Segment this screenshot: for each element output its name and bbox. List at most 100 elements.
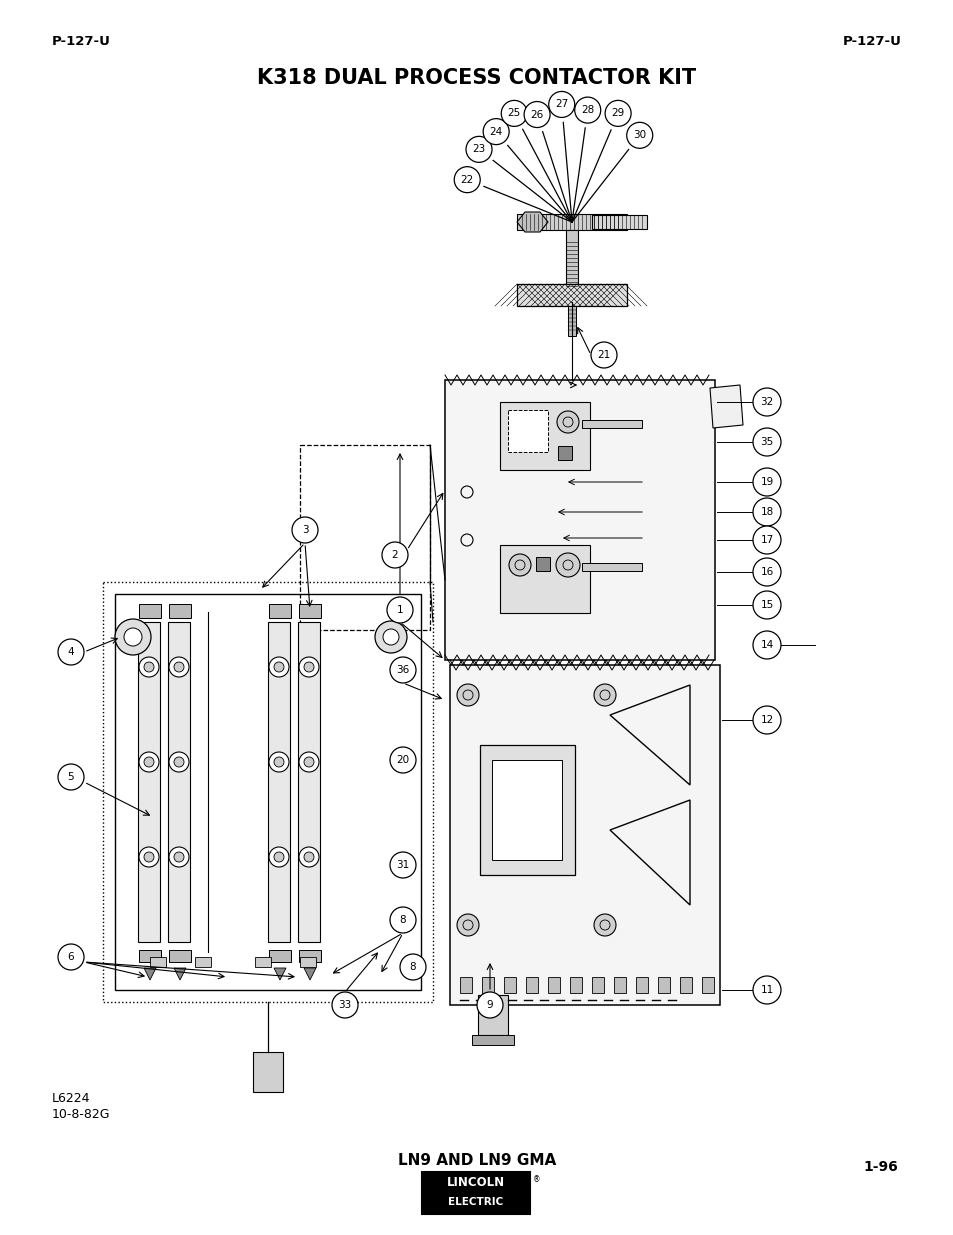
Bar (269, 950, 291, 962)
Text: 26: 26 (530, 110, 543, 120)
Polygon shape (144, 968, 156, 981)
Text: 3: 3 (301, 525, 308, 535)
Text: 19: 19 (760, 477, 773, 487)
Circle shape (375, 621, 407, 653)
Circle shape (269, 657, 289, 677)
Circle shape (465, 136, 492, 162)
Circle shape (752, 558, 781, 585)
Bar (299, 957, 315, 967)
Bar (499, 403, 589, 471)
Circle shape (298, 752, 318, 772)
Circle shape (523, 101, 550, 127)
Text: 25: 25 (507, 109, 520, 119)
Text: 2: 2 (392, 550, 398, 559)
Bar (499, 545, 589, 613)
Bar (168, 622, 190, 942)
Circle shape (454, 167, 479, 193)
Circle shape (304, 852, 314, 862)
Circle shape (124, 629, 142, 646)
Circle shape (173, 852, 184, 862)
Text: 1-96: 1-96 (862, 1160, 897, 1174)
Circle shape (332, 992, 357, 1018)
Bar (115, 594, 420, 990)
Circle shape (169, 847, 189, 867)
Bar (507, 410, 547, 452)
Bar (592, 977, 603, 993)
Circle shape (456, 684, 478, 706)
Circle shape (752, 976, 781, 1004)
Circle shape (604, 100, 631, 126)
Bar (459, 977, 472, 993)
Circle shape (752, 592, 781, 619)
Circle shape (144, 662, 153, 672)
Text: 35: 35 (760, 437, 773, 447)
Circle shape (298, 657, 318, 677)
Text: 28: 28 (580, 105, 594, 115)
Bar (581, 563, 641, 571)
Bar (298, 950, 320, 962)
Circle shape (292, 517, 317, 543)
Bar (444, 380, 714, 659)
Bar (503, 977, 516, 993)
Text: 6: 6 (68, 952, 74, 962)
Circle shape (590, 342, 617, 368)
Circle shape (482, 119, 509, 144)
Bar (253, 1052, 283, 1092)
Circle shape (752, 388, 781, 416)
Circle shape (752, 429, 781, 456)
Bar (297, 622, 319, 942)
Bar (658, 977, 669, 993)
Circle shape (574, 98, 600, 124)
Circle shape (752, 526, 781, 555)
Circle shape (626, 122, 652, 148)
Bar (150, 957, 166, 967)
Circle shape (269, 847, 289, 867)
Circle shape (387, 597, 413, 622)
Circle shape (298, 847, 318, 867)
Circle shape (304, 662, 314, 672)
Bar (525, 977, 537, 993)
Text: LN9 AND LN9 GMA: LN9 AND LN9 GMA (397, 1153, 556, 1168)
Polygon shape (517, 212, 547, 232)
Bar (492, 760, 561, 860)
Text: K318 DUAL PROCESS CONTACTOR KIT: K318 DUAL PROCESS CONTACTOR KIT (257, 68, 696, 88)
Text: 12: 12 (760, 715, 773, 725)
Bar (169, 604, 191, 618)
Text: 5: 5 (68, 772, 74, 782)
Bar (558, 446, 572, 459)
Circle shape (274, 662, 284, 672)
Bar (298, 604, 320, 618)
Bar (565, 230, 578, 285)
Bar (614, 977, 625, 993)
Bar (450, 664, 720, 1005)
Circle shape (752, 706, 781, 734)
Polygon shape (304, 968, 315, 981)
Circle shape (456, 914, 478, 936)
Circle shape (752, 631, 781, 659)
Text: 1: 1 (396, 605, 403, 615)
Bar (701, 977, 713, 993)
Circle shape (548, 91, 574, 117)
Text: P-127-U: P-127-U (52, 35, 111, 48)
Bar (517, 214, 626, 230)
Bar (479, 745, 575, 876)
Text: L6224: L6224 (52, 1092, 91, 1105)
Text: 8: 8 (399, 915, 406, 925)
Circle shape (144, 852, 153, 862)
Circle shape (58, 944, 84, 969)
Bar (139, 604, 161, 618)
Text: 22: 22 (460, 174, 474, 185)
Bar (481, 977, 494, 993)
Circle shape (304, 757, 314, 767)
Circle shape (139, 657, 159, 677)
Circle shape (500, 100, 527, 126)
Circle shape (173, 662, 184, 672)
Circle shape (752, 468, 781, 496)
Circle shape (390, 906, 416, 932)
Bar (138, 622, 160, 942)
Circle shape (144, 757, 153, 767)
Circle shape (139, 847, 159, 867)
Circle shape (557, 411, 578, 433)
Text: 24: 24 (489, 127, 502, 137)
Text: 4: 4 (68, 647, 74, 657)
